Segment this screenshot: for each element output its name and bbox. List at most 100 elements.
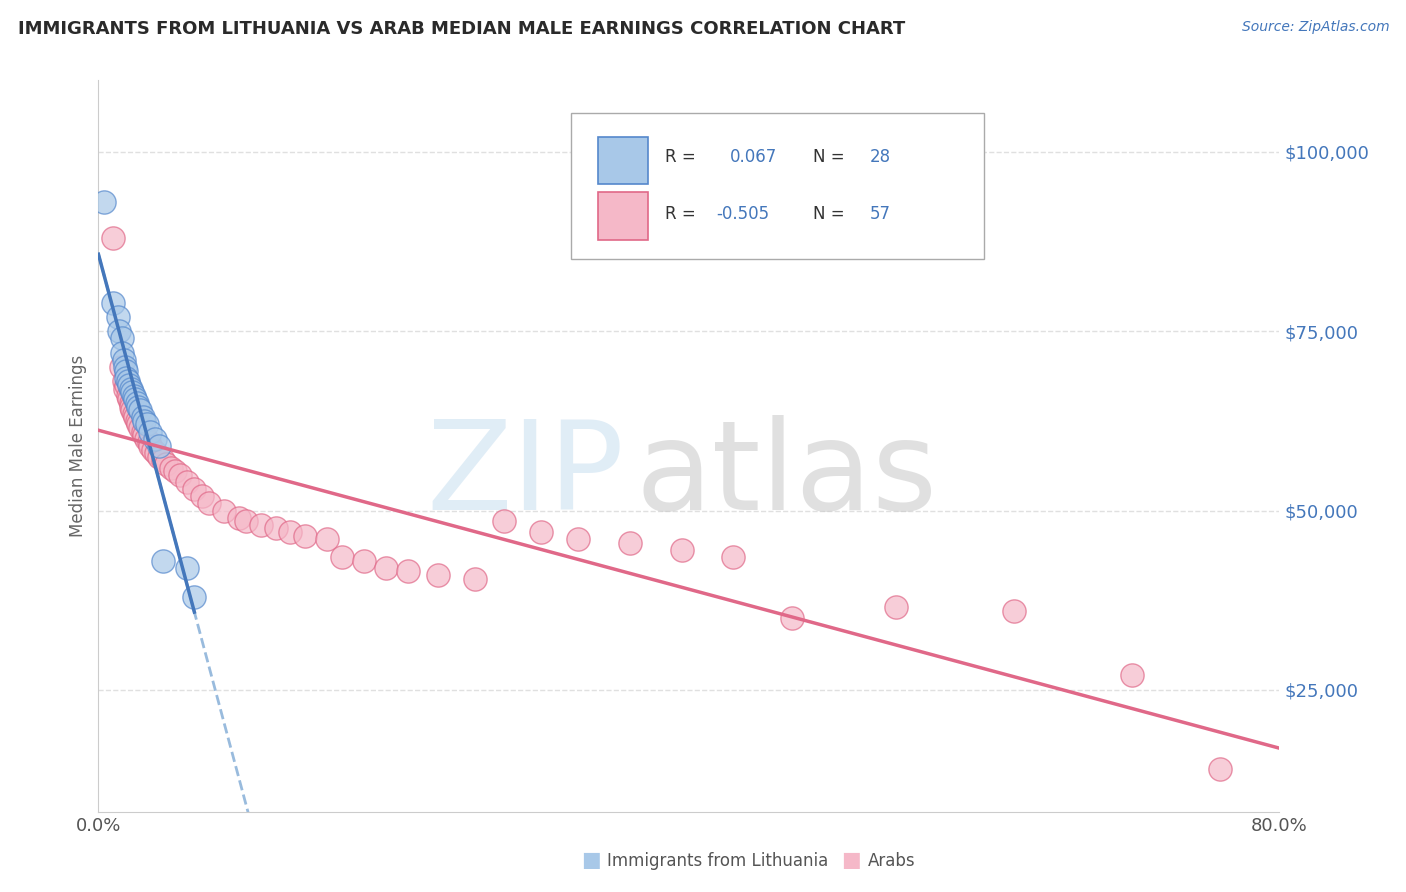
Point [132,425,155,439]
Point [235,514,257,528]
Point [128,421,150,435]
Text: N =: N = [813,205,849,223]
Text: 57: 57 [870,205,890,223]
Point [124,410,146,425]
Point [122,407,145,421]
Text: N =: N = [813,148,849,166]
Point [125,396,148,410]
Point [494,514,516,528]
FancyBboxPatch shape [571,113,984,260]
Point [114,382,136,396]
Text: Source: ZipAtlas.com: Source: ZipAtlas.com [1241,20,1389,34]
Point [120,396,142,410]
Text: Arabs: Arabs [868,852,915,870]
Point [723,550,745,565]
Point [138,435,160,450]
Point [145,446,167,460]
Point [375,561,398,575]
Point [121,403,143,417]
Point [228,510,250,524]
Point [114,360,136,375]
Point [139,425,162,439]
Point [176,561,198,575]
Point [121,385,143,400]
Point [212,503,235,517]
Point [782,611,804,625]
Point [135,432,157,446]
Point [250,517,273,532]
Text: 0.067: 0.067 [730,148,778,166]
Text: ■: ■ [841,850,860,870]
Point [117,375,139,389]
Text: IMMIGRANTS FROM LITHUANIA VS ARAB MEDIAN MALE EARNINGS CORRELATION CHART: IMMIGRANTS FROM LITHUANIA VS ARAB MEDIAN… [18,20,905,37]
Point [124,392,146,407]
Point [120,400,142,414]
Point [134,414,156,428]
FancyBboxPatch shape [598,192,648,240]
Point [111,345,134,359]
Point [127,400,149,414]
Point [567,533,589,547]
Point [115,378,138,392]
Text: -0.505: -0.505 [716,205,769,223]
Point [398,565,420,579]
Point [191,489,214,503]
Text: ZIP: ZIP [426,415,624,536]
Point [1209,762,1232,776]
Point [159,460,181,475]
Point [198,496,221,510]
Point [127,417,149,432]
Point [148,439,170,453]
Text: Immigrants from Lithuania: Immigrants from Lithuania [607,852,828,870]
Point [103,295,125,310]
Point [118,378,141,392]
Point [120,382,142,396]
Point [142,442,165,457]
Point [884,600,907,615]
Point [93,195,115,210]
Point [1002,604,1025,618]
Point [134,428,156,442]
Point [110,360,132,375]
Point [264,521,287,535]
Point [118,392,141,407]
Y-axis label: Median Male Earnings: Median Male Earnings [69,355,87,537]
Point [464,572,486,586]
Text: atlas: atlas [636,415,938,536]
Point [353,554,375,568]
Point [183,590,205,604]
Point [619,536,641,550]
Point [280,524,302,539]
Point [117,389,139,403]
Point [111,331,134,345]
Point [330,550,353,565]
Point [108,324,131,338]
Point [125,414,148,428]
FancyBboxPatch shape [598,136,648,184]
Point [671,543,693,558]
Point [112,375,135,389]
Point [165,464,187,478]
Point [152,554,174,568]
Point [115,371,138,385]
Point [169,467,191,482]
Point [103,231,125,245]
Point [136,417,159,432]
Point [112,353,135,368]
Point [530,524,553,539]
Point [122,389,145,403]
Text: ■: ■ [581,850,600,870]
Point [115,364,138,378]
Point [128,403,150,417]
Text: R =: R = [665,148,702,166]
Point [427,568,450,582]
Point [183,482,205,496]
Point [294,528,316,542]
Point [155,457,177,471]
Text: R =: R = [665,205,702,223]
Point [148,450,170,464]
Point [132,410,155,425]
Point [152,453,174,467]
Point [1121,668,1143,682]
Point [316,533,339,547]
